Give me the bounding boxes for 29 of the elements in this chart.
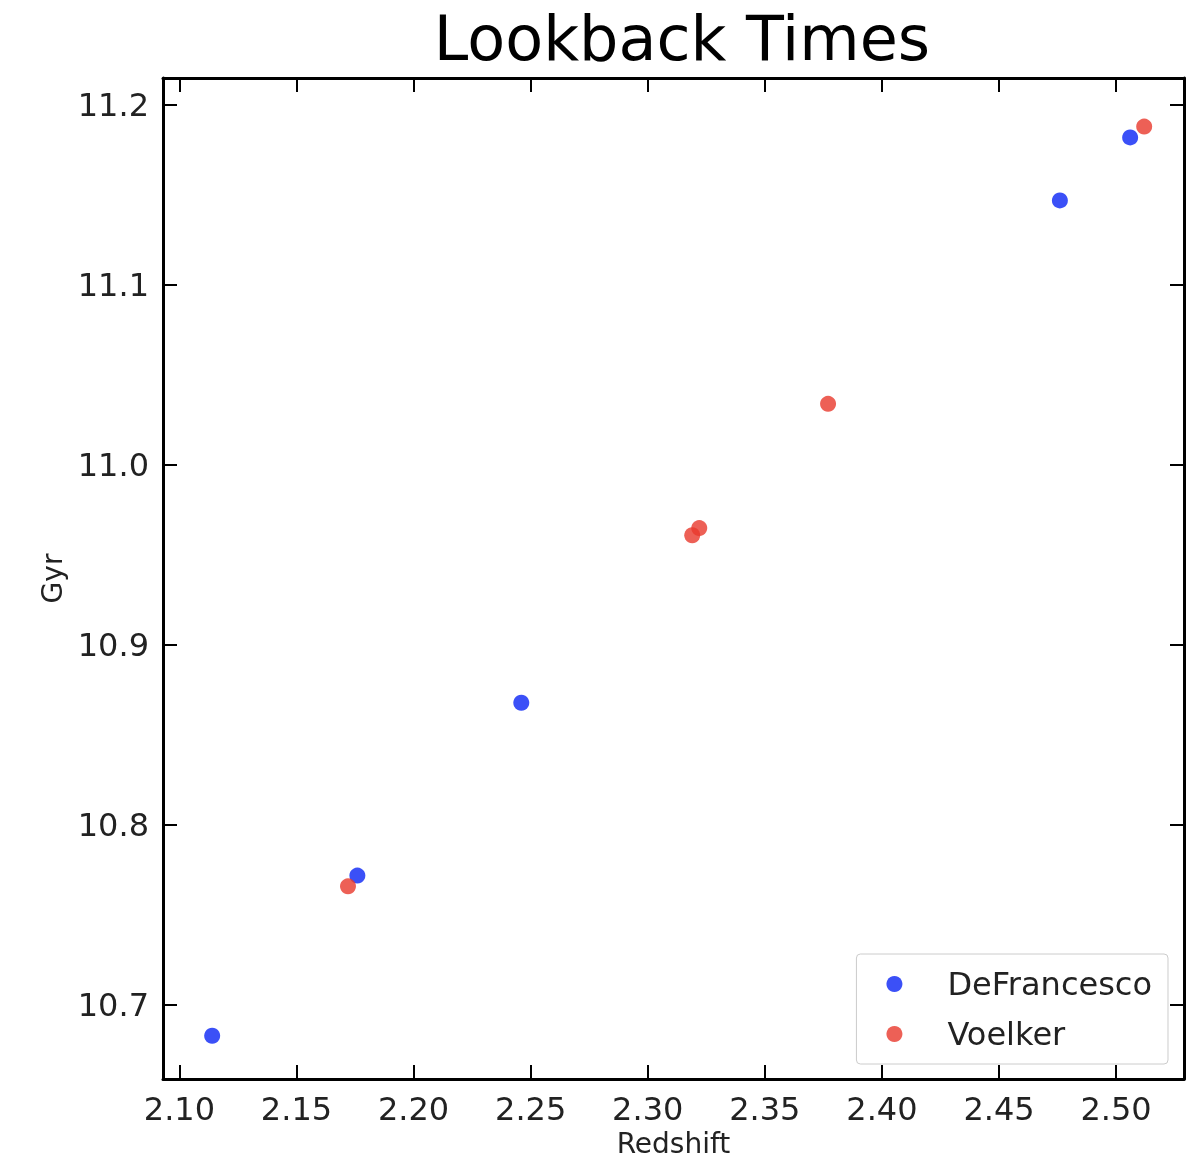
y-tick-label: 10.8 [77, 806, 149, 845]
x-tick-label: 2.35 [729, 1090, 801, 1128]
y-tick-label: 10.7 [77, 986, 149, 1025]
y-axis-title: Gyr [36, 553, 70, 604]
point [204, 1027, 221, 1044]
legend-label: DeFrancesco [947, 965, 1152, 1003]
y-tick-label: 11.2 [77, 86, 149, 125]
point [691, 520, 708, 537]
x-tick-label: 2.40 [846, 1090, 918, 1128]
point [340, 878, 356, 895]
y-tick-label: 10.9 [77, 626, 149, 665]
point [1122, 129, 1139, 146]
legend-label: Voelker [947, 1015, 1067, 1053]
y-tick-label: 11.0 [77, 446, 149, 485]
point [349, 867, 366, 884]
x-tick-label: 2.10 [143, 1090, 216, 1128]
x-tick-label: 2.15 [260, 1090, 333, 1128]
point [820, 395, 837, 412]
chart-title: Lookback Times [433, 1, 931, 75]
x-tick-label: 2.50 [1080, 1090, 1152, 1128]
point [513, 694, 530, 711]
point [1136, 118, 1153, 135]
x-tick-label: 2.30 [612, 1090, 684, 1128]
x-tick-label: 2.20 [377, 1090, 450, 1128]
y-tick-label: 11.1 [77, 266, 149, 305]
x-tick-label: 2.25 [495, 1090, 567, 1128]
x-axis-title: Redshift [616, 1127, 731, 1161]
point [1051, 192, 1068, 209]
x-tick-label: 2.45 [963, 1090, 1035, 1128]
